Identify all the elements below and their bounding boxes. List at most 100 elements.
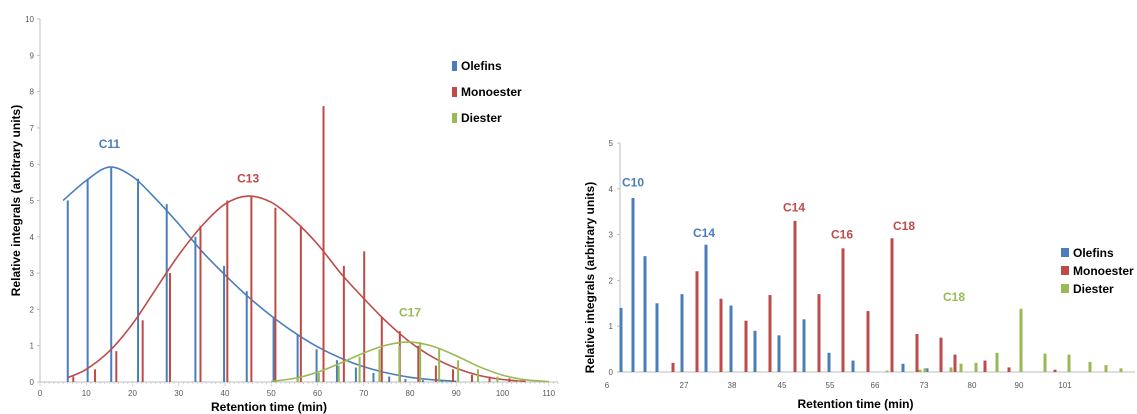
olefins-bar bbox=[354, 367, 357, 382]
y-tick-label: 7 bbox=[30, 124, 35, 133]
x-tick-label: 45 bbox=[778, 381, 787, 390]
monoester-bar bbox=[671, 362, 675, 372]
monoester-bar bbox=[94, 369, 97, 382]
x-tick-label: 110 bbox=[542, 389, 555, 398]
monoester-bar bbox=[380, 316, 383, 382]
y-axis-title: Relative integrals (arbitrary units) bbox=[9, 105, 23, 296]
olefins-bar bbox=[925, 368, 929, 372]
x-tick-label: 55 bbox=[826, 381, 835, 390]
olefins-bar bbox=[315, 349, 318, 382]
monoester-bar bbox=[199, 225, 202, 382]
olefins-bar bbox=[272, 316, 275, 382]
olefins-bar bbox=[66, 200, 69, 382]
y-tick-label: 1 bbox=[609, 322, 614, 331]
y-tick-label: 1 bbox=[30, 342, 35, 351]
y-tick-label: 5 bbox=[609, 139, 614, 148]
monoester-bar bbox=[115, 351, 118, 382]
monoester-bar bbox=[768, 295, 772, 372]
monoester-bar bbox=[841, 248, 845, 372]
x-tick-label: 101 bbox=[1058, 381, 1072, 390]
x-tick-label: 80 bbox=[406, 389, 415, 398]
monoester-bar bbox=[983, 360, 987, 372]
olefins-bar bbox=[851, 360, 855, 372]
monoester-bar bbox=[322, 106, 325, 383]
olefins-bar bbox=[729, 305, 733, 372]
y-tick-label: 8 bbox=[30, 88, 35, 97]
diester-bar bbox=[1104, 365, 1108, 372]
monoester-bar bbox=[817, 294, 821, 372]
diester-bar bbox=[1043, 353, 1047, 372]
diester-bar bbox=[317, 372, 320, 382]
diester-bar bbox=[457, 360, 460, 382]
x-tick-label: 100 bbox=[496, 389, 510, 398]
monoester-bar bbox=[452, 369, 455, 382]
y-tick-label: 0 bbox=[30, 378, 35, 387]
y-tick-label: 6 bbox=[30, 160, 35, 169]
olefins-bar bbox=[704, 244, 708, 372]
legend-label-monoester: Monoester bbox=[1073, 264, 1134, 278]
monoester-bar bbox=[141, 320, 144, 382]
monoester-bar bbox=[363, 251, 366, 382]
monoester-fit-curve bbox=[67, 195, 526, 383]
olefins-bar bbox=[110, 167, 113, 382]
olefins-bar bbox=[655, 303, 659, 372]
diester-bar bbox=[1088, 361, 1092, 372]
diester-bar bbox=[517, 380, 520, 382]
legend-label-olefins: Olefins bbox=[1073, 246, 1114, 260]
monoester-bar bbox=[939, 337, 943, 372]
olefins-bar bbox=[753, 330, 757, 372]
x-tick-label: 20 bbox=[128, 389, 137, 398]
olefins-fit-curve bbox=[62, 166, 457, 383]
legend-label-diester: Diester bbox=[1073, 282, 1114, 296]
monoester-bar bbox=[953, 354, 957, 372]
diester-bar bbox=[337, 365, 340, 382]
legend-swatch-diester bbox=[1061, 284, 1069, 293]
y-tick-label: 10 bbox=[25, 15, 34, 24]
peak-label: C14 bbox=[783, 201, 805, 215]
monoester-bar bbox=[1007, 367, 1011, 372]
x-tick-label: 90 bbox=[1015, 381, 1024, 390]
diester-bar bbox=[398, 345, 401, 382]
monoester-bar bbox=[695, 271, 699, 372]
x-tick-label: 0 bbox=[38, 389, 43, 398]
monoester-bar bbox=[168, 273, 171, 382]
monoester-bar bbox=[866, 311, 870, 372]
diester-bar bbox=[438, 349, 441, 382]
olefins-bar bbox=[901, 363, 905, 372]
monoester-bar bbox=[915, 333, 919, 372]
monoester-bar bbox=[226, 200, 229, 382]
x-tick-label: 66 bbox=[871, 381, 880, 390]
x-axis-title: Retention time (min) bbox=[211, 400, 327, 414]
olefins-bar bbox=[137, 178, 140, 382]
monoester-bar bbox=[250, 196, 253, 382]
diester-bar bbox=[918, 369, 922, 372]
diester-bar bbox=[296, 377, 299, 382]
olefins-bar bbox=[245, 291, 248, 382]
legend-label-olefins: Olefins bbox=[461, 59, 502, 73]
x-tick-label: 10 bbox=[82, 389, 91, 398]
x-tick-label: 90 bbox=[452, 389, 461, 398]
x-tick-label: 70 bbox=[359, 389, 368, 398]
legend-swatch-diester bbox=[452, 113, 457, 123]
diester-bar bbox=[1119, 368, 1123, 372]
monoester-bar bbox=[890, 238, 894, 372]
olefins-bar bbox=[440, 380, 443, 382]
monoester-bar bbox=[342, 265, 345, 382]
monoester-bar bbox=[72, 376, 75, 382]
olefins-bar bbox=[619, 307, 623, 372]
y-tick-label: 3 bbox=[30, 269, 35, 278]
monoester-bar bbox=[299, 225, 302, 382]
peak-label: C16 bbox=[831, 227, 853, 241]
x-tick-label: 60 bbox=[313, 389, 322, 398]
olefins-bar bbox=[388, 376, 391, 382]
diester-bar bbox=[974, 362, 978, 372]
monoester-bar bbox=[793, 220, 797, 372]
x-tick-label: 6 bbox=[605, 381, 610, 390]
olefins-bar bbox=[372, 372, 375, 382]
peak-label: C18 bbox=[893, 219, 915, 233]
y-tick-label: 4 bbox=[30, 233, 35, 242]
legend-swatch-monoester bbox=[1061, 266, 1069, 275]
olefins-bar bbox=[194, 236, 197, 382]
